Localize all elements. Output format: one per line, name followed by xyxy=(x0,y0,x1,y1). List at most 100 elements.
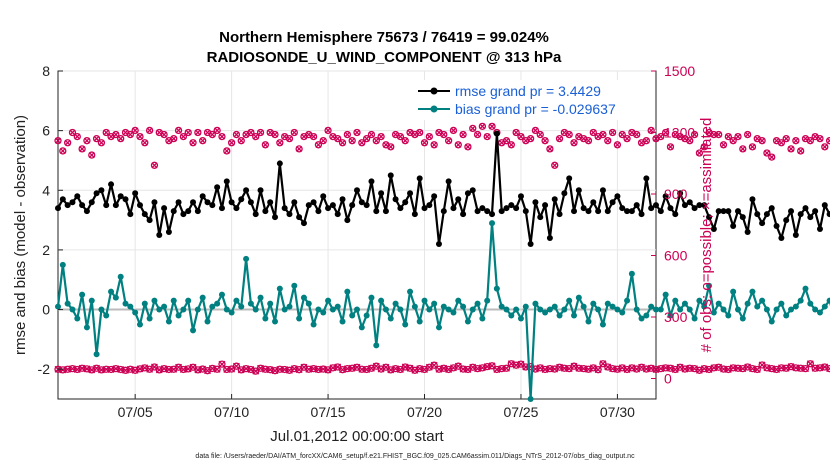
bias-point xyxy=(103,312,110,319)
obs-possible-point xyxy=(797,147,805,155)
bias-point xyxy=(252,306,259,313)
bias-point xyxy=(643,312,650,319)
bias-point xyxy=(88,297,95,304)
obs-possible-point xyxy=(218,132,226,141)
bias-point xyxy=(199,294,206,301)
obs-possible-point xyxy=(473,130,482,139)
rmse-point xyxy=(233,205,240,212)
obs-possible-x xyxy=(194,129,201,136)
rmse-point xyxy=(643,175,650,182)
rmse-point xyxy=(638,211,645,218)
bias-point xyxy=(464,318,471,325)
rmse-point xyxy=(387,172,394,179)
legend-bias-label: bias grand pr = -0.029637 xyxy=(455,101,616,117)
obs-possible-point xyxy=(131,126,139,135)
obs-possible-x xyxy=(286,135,293,142)
obs-possible-x xyxy=(185,129,192,136)
rmse-point xyxy=(315,208,322,215)
rmse-point xyxy=(209,202,216,209)
bias-point xyxy=(291,282,298,289)
rmse-point xyxy=(493,130,500,137)
obs-possible-point xyxy=(314,141,323,149)
obs-possible-point xyxy=(117,134,125,143)
obs-assimilated-x xyxy=(821,363,829,371)
obs-assimilated-point xyxy=(652,365,660,374)
obs-possible-point xyxy=(150,161,159,169)
obs-assimilated-point xyxy=(768,365,776,373)
obs-possible-x xyxy=(161,131,168,138)
rmse-point xyxy=(440,208,447,215)
obs-assimilated-point xyxy=(777,364,786,372)
bias-point xyxy=(749,288,756,295)
obs-possible-x xyxy=(667,143,674,150)
rmse-point xyxy=(821,202,828,209)
obs-possible-point xyxy=(661,128,670,137)
bias-point xyxy=(122,300,129,307)
rmse-point xyxy=(296,214,303,221)
obs-possible-x xyxy=(54,137,62,144)
obs-possible-point xyxy=(232,130,241,139)
bias-point xyxy=(223,306,230,313)
obs-assimilated-x xyxy=(232,362,240,370)
obs-possible-x xyxy=(648,127,655,134)
obs-possible-x xyxy=(353,129,361,136)
obs-possible-point xyxy=(416,128,424,137)
obs-possible-point xyxy=(189,139,197,147)
obs-possible-x xyxy=(310,133,317,140)
bias-point xyxy=(715,300,722,307)
rmse-point xyxy=(79,202,86,209)
obs-possible-point xyxy=(174,126,183,135)
obs-possible-point xyxy=(440,130,448,139)
obs-assimilated-x xyxy=(141,364,149,372)
obs-assimilated-point xyxy=(117,365,125,374)
bias-point xyxy=(595,306,602,313)
obs-assimilated-point xyxy=(686,364,694,372)
bias-point xyxy=(604,300,611,307)
bias-point xyxy=(653,306,659,313)
rmse-point xyxy=(223,178,230,185)
obs-possible-x xyxy=(812,133,819,140)
rmse-point xyxy=(455,196,462,203)
bias-series xyxy=(55,220,830,402)
rmse-point xyxy=(513,205,520,212)
obs-possible-x xyxy=(392,131,399,138)
rmse-point xyxy=(214,184,221,191)
bias-point xyxy=(180,306,187,313)
obs-assimilated-x xyxy=(218,360,226,368)
obs-possible-point xyxy=(252,132,260,141)
obs-possible-x xyxy=(546,145,553,152)
obs-possible-x xyxy=(281,133,288,140)
rmse-point xyxy=(122,196,129,203)
rmse-point xyxy=(300,220,307,227)
obs-assimilated-point xyxy=(261,365,270,373)
bias-point xyxy=(556,312,563,319)
obs-possible-x xyxy=(517,133,525,140)
rmse-point xyxy=(247,199,254,206)
obs-possible-point xyxy=(319,137,327,145)
rmse-point xyxy=(508,202,515,209)
bias-point xyxy=(247,300,254,307)
obs-possible-point xyxy=(194,128,202,137)
bias-point xyxy=(435,324,442,331)
obs-possible-point xyxy=(112,130,120,139)
obs-possible-point xyxy=(213,126,221,135)
obs-possible-x xyxy=(450,127,457,134)
obs-possible-point xyxy=(208,130,216,139)
obs-possible-x xyxy=(421,139,428,146)
bias-point xyxy=(566,297,573,304)
obs-possible-x xyxy=(276,139,283,146)
obs-assimilated-point xyxy=(309,365,318,373)
rmse-point xyxy=(402,199,409,206)
obs-possible-x xyxy=(204,129,211,136)
y-right-tick-label: 1200 xyxy=(664,125,695,141)
rmse-point xyxy=(469,187,476,194)
obs-possible-x xyxy=(368,131,375,138)
rmse-point xyxy=(127,211,134,218)
obs-assimilated-x xyxy=(382,363,390,371)
obs-assimilated-point xyxy=(580,365,588,373)
obs-assimilated-point xyxy=(165,365,173,374)
rmse-point xyxy=(604,208,611,215)
bias-point xyxy=(228,309,235,316)
rmse-point xyxy=(464,190,471,197)
x-axis-label: Jul.01,2012 00:00:00 start xyxy=(270,428,444,445)
